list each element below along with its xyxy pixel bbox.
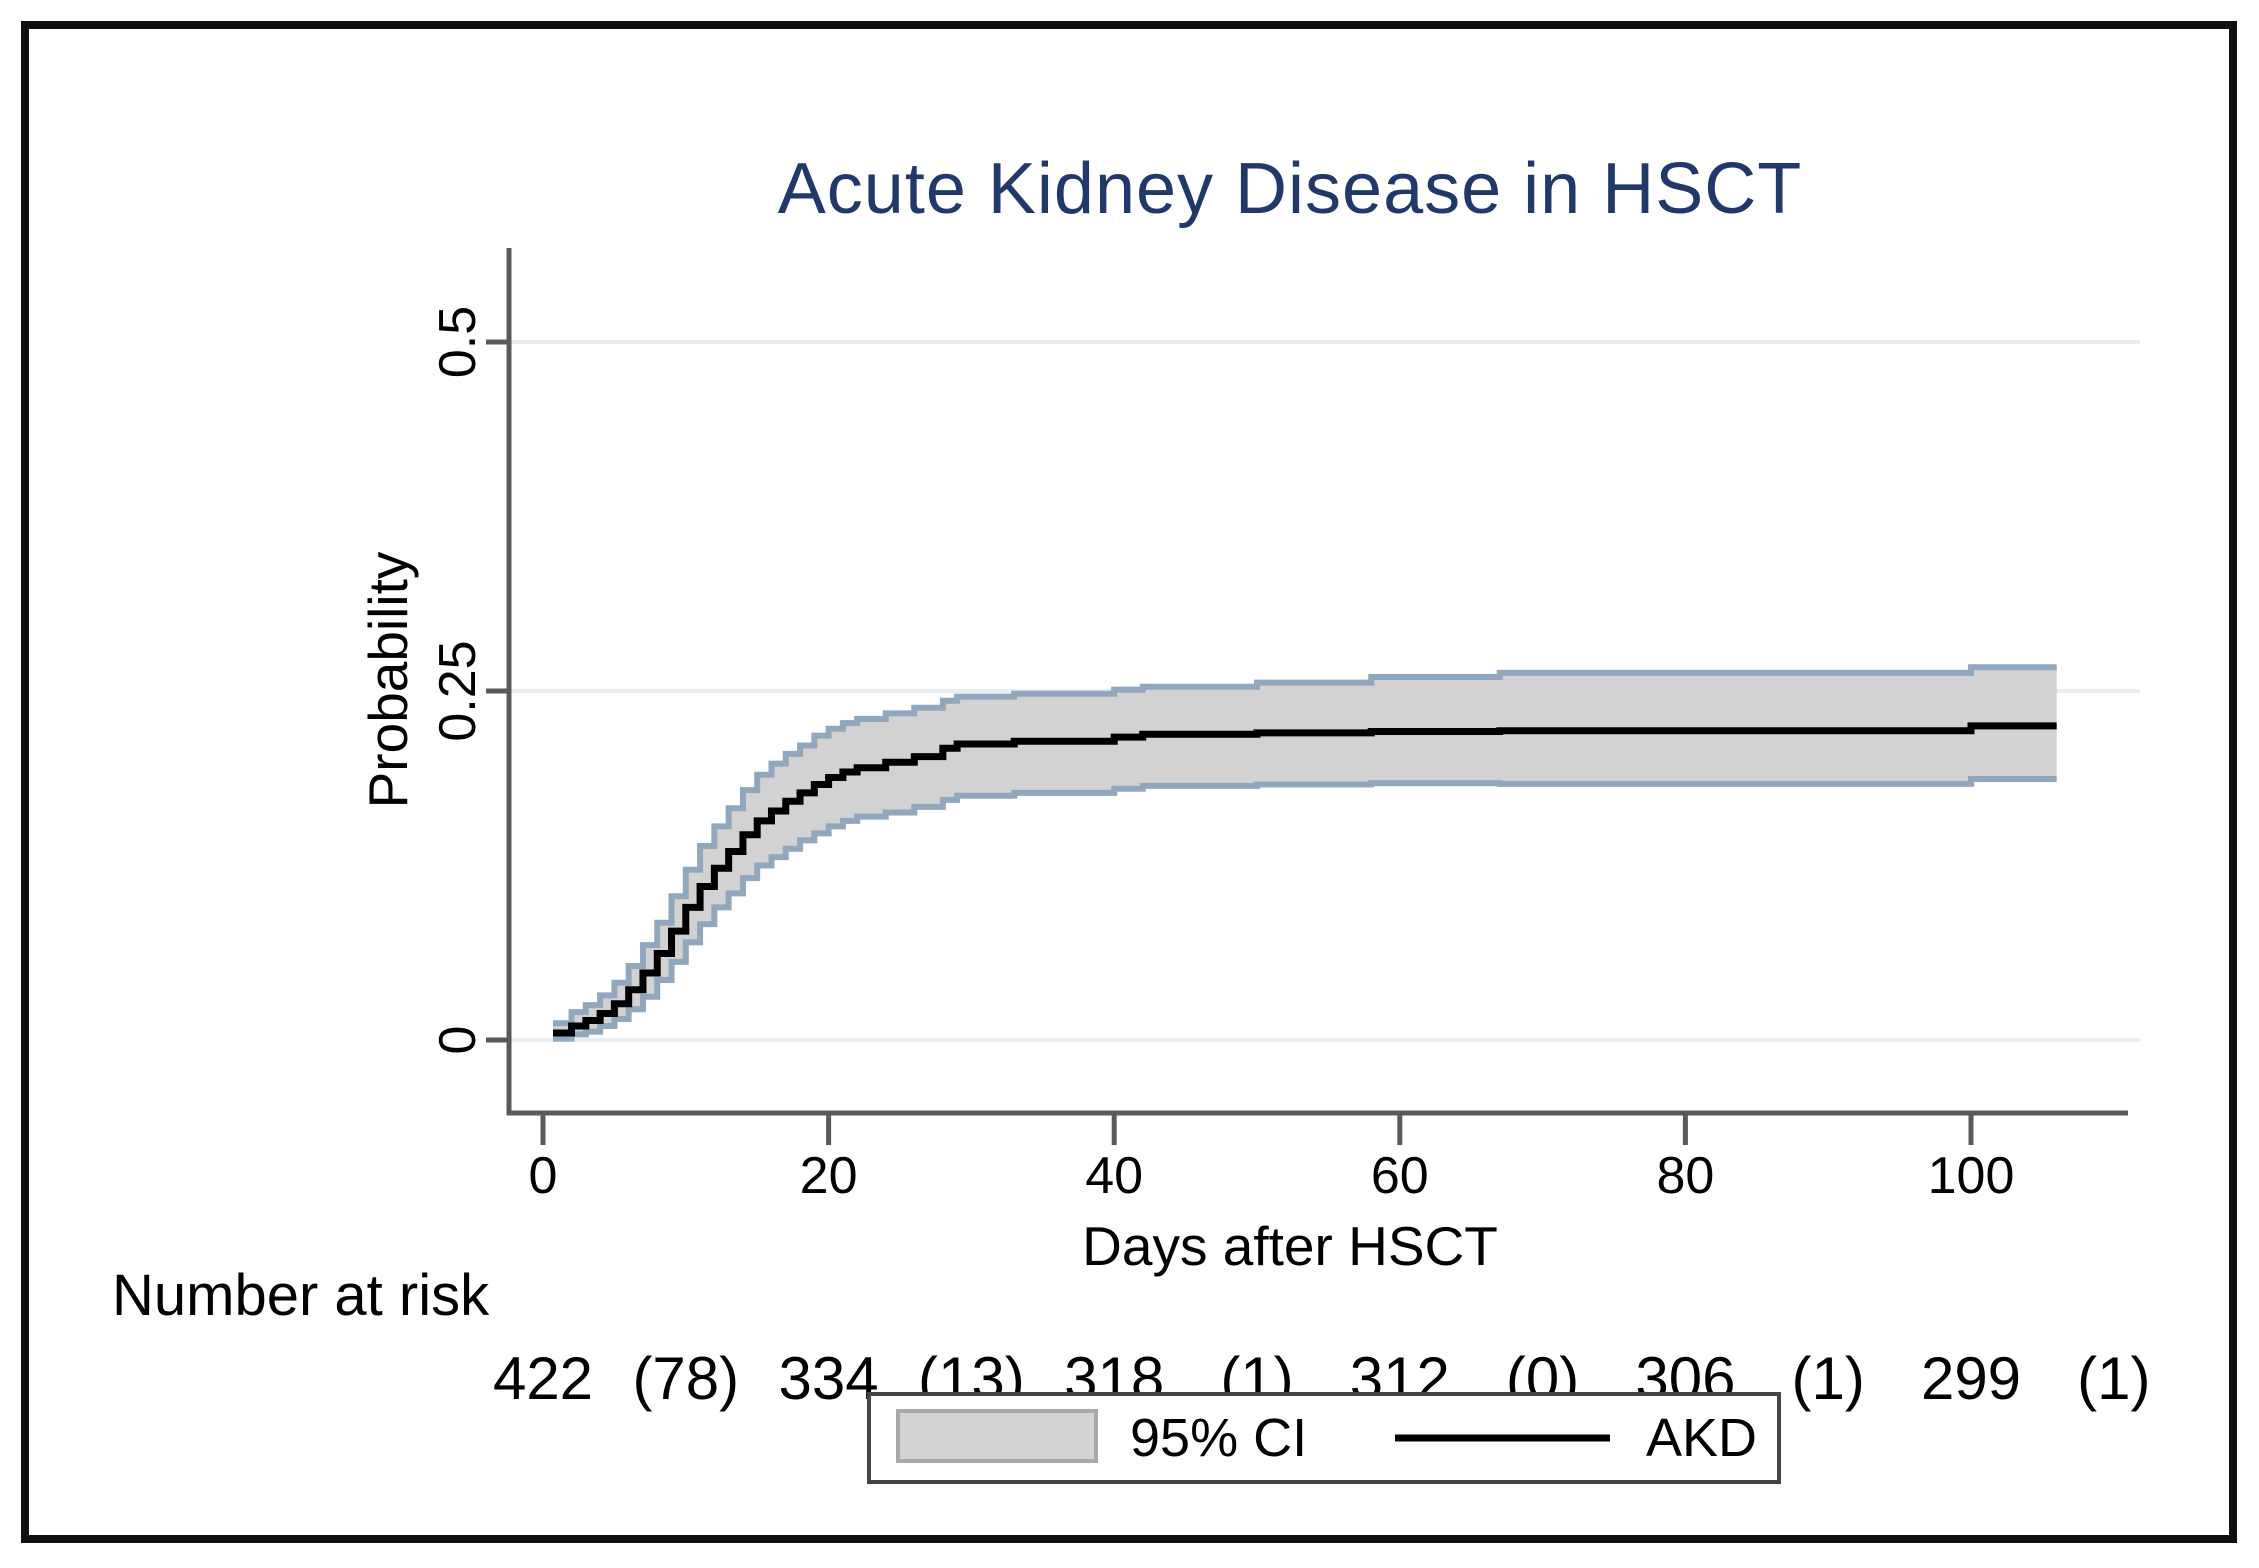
x-tick-label-0: 0 [528, 1147, 558, 1205]
figure-frame [21, 21, 2237, 1543]
ci-band-swatch [896, 1409, 1098, 1463]
akd-step-line [552, 722, 2057, 1037]
y-tick-label-0.25: 0.25 [429, 640, 487, 742]
at-risk-count: 334 [778, 1345, 879, 1412]
x-tick-label-20: 20 [799, 1147, 858, 1205]
legend-label-akd: AKD [1646, 1408, 1758, 1468]
interval-events-count: (78) [632, 1345, 740, 1412]
interval-events-count: (1) [2077, 1345, 2151, 1412]
y-tick-label-0: 0 [429, 1025, 487, 1055]
chart-title: Acute Kidney Disease in HSCT [777, 149, 1803, 229]
x-axis-title: Days after HSCT [1082, 1215, 1498, 1277]
number-at-risk-label: Number at risk [112, 1263, 490, 1328]
x-tick-label-60: 60 [1370, 1147, 1429, 1205]
y-tick-label-0.5: 0.5 [429, 305, 487, 379]
interval-events-count: (1) [1791, 1345, 1865, 1412]
x-tick-label-40: 40 [1085, 1147, 1144, 1205]
x-tick-label-100: 100 [1927, 1147, 2015, 1205]
at-risk-count: 299 [1920, 1345, 2022, 1412]
legend-box: 95% CI AKD [867, 1392, 1781, 1484]
legend-label-ci: 95% CI [1130, 1408, 1308, 1468]
ci-upper-edge [552, 664, 2057, 1027]
ci-lower-edge [552, 775, 2057, 1042]
y-axis-title: Probability [357, 551, 419, 809]
x-tick-label-80: 80 [1656, 1147, 1715, 1205]
ci-band [552, 667, 2057, 1039]
akd-line-swatch [1395, 1434, 1610, 1442]
at-risk-count: 422 [492, 1345, 594, 1412]
